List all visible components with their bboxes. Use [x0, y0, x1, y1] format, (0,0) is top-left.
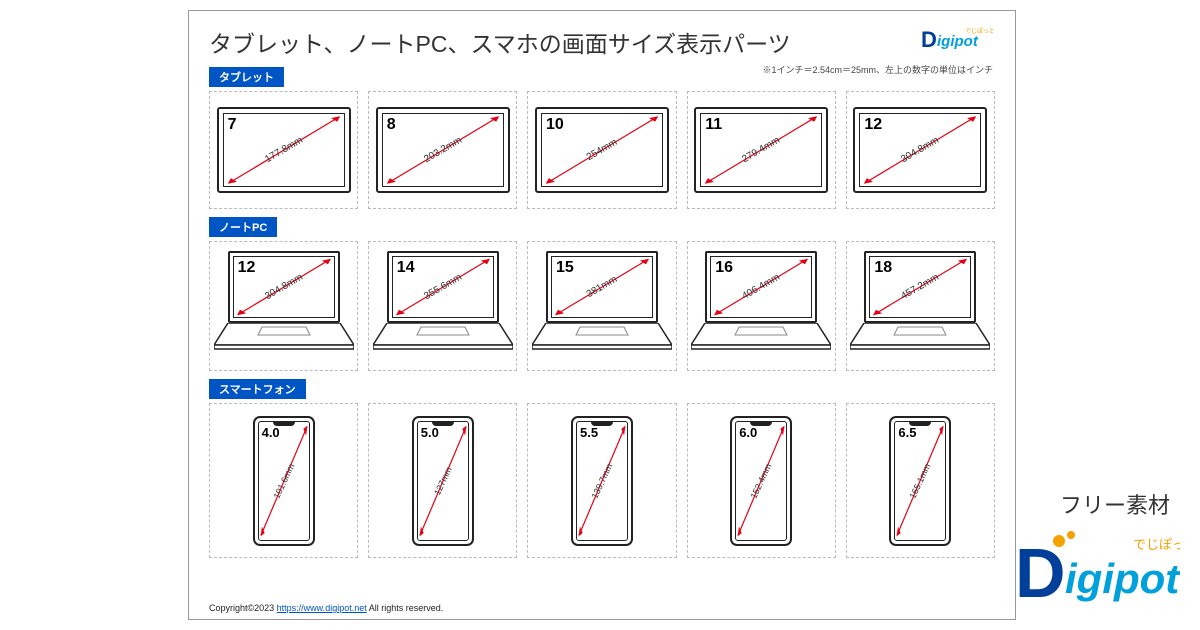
tablet-cell: 10254mm [527, 91, 676, 209]
laptop-cell: 14355.6mm [368, 241, 517, 371]
phone-screen: 6.5165.1mm [894, 421, 946, 541]
svg-text:でじぽっと: でじぽっと [965, 27, 993, 35]
section-label-laptops: ノートPC [209, 217, 277, 237]
inch-label: 12 [864, 116, 882, 134]
laptop-device: 15381mm [532, 251, 672, 361]
inch-label: 12 [238, 259, 256, 277]
phone-device: 6.0152.4mm [730, 416, 792, 546]
laptop-lid: 15381mm [546, 251, 658, 323]
inch-label: 18 [874, 259, 892, 277]
tablet-screen: 10254mm [541, 113, 663, 187]
laptop-base [214, 323, 354, 353]
laptop-base [850, 323, 990, 353]
copyright: Copyright©2023 https://www.digipot.net A… [209, 603, 443, 613]
tablet-screen: 11279.4mm [700, 113, 822, 187]
laptop-screen: 16406.4mm [710, 256, 812, 318]
inch-label: 6.0 [739, 425, 757, 440]
row-laptops: 12304.8mm 14355.6mm 15381mm 16406.4mm 18457.… [209, 241, 995, 371]
phone-device: 5.0127mm [412, 416, 474, 546]
row-tablets: 7177.8mm 8203.2mm 10254mm 11279.4mm 12304.8m… [209, 91, 995, 209]
laptop-screen: 14355.6mm [392, 256, 494, 318]
phone-device: 6.5165.1mm [889, 416, 951, 546]
copyright-prefix: Copyright©2023 [209, 603, 277, 613]
phone-screen: 4.0101.6mm [258, 421, 310, 541]
tablet-cell: 7177.8mm [209, 91, 358, 209]
laptop-base [532, 323, 672, 353]
tablet-device: 11279.4mm [694, 107, 828, 193]
row-phones: 4.0101.6mm5.0127mm5.5139.7mm6.0152.4mm6.… [209, 403, 995, 558]
inch-label: 5.5 [580, 425, 598, 440]
laptop-cell: 18457.2mm [846, 241, 995, 371]
laptop-lid: 16406.4mm [705, 251, 817, 323]
inch-label: 10 [546, 116, 564, 134]
sections: タブレット 7177.8mm 8203.2mm 10254mm 11279.4mm 123… [209, 61, 995, 558]
brand-logo-large: D igipot でじぽっと [1015, 525, 1180, 620]
tablet-device: 12304.8mm [853, 107, 987, 193]
inch-label: 8 [387, 116, 396, 134]
phone-cell: 5.0127mm [368, 403, 517, 558]
inch-label: 4.0 [262, 425, 280, 440]
section-label-phones: スマートフォン [209, 379, 306, 399]
phone-device: 5.5139.7mm [571, 416, 633, 546]
laptop-device: 12304.8mm [214, 251, 354, 361]
inch-label: 15 [556, 259, 574, 277]
inch-label: 6.5 [898, 425, 916, 440]
tablet-device: 7177.8mm [217, 107, 351, 193]
inch-label: 16 [715, 259, 733, 277]
section-label-tablets: タブレット [209, 67, 284, 87]
tablet-cell: 11279.4mm [687, 91, 836, 209]
phone-cell: 6.0152.4mm [687, 403, 836, 558]
laptop-lid: 12304.8mm [228, 251, 340, 323]
unit-note: ※1インチ＝2.54cm＝25mm、左上の数字の単位はインチ [762, 63, 993, 76]
laptop-base [691, 323, 831, 353]
laptop-base [373, 323, 513, 353]
page-title: タブレット、ノートPC、スマホの画面サイズ表示パーツ [209, 25, 995, 59]
inch-label: 7 [228, 116, 237, 134]
logo-tagline: でじぽっと [1133, 537, 1180, 552]
copyright-link[interactable]: https://www.digipot.net [277, 603, 367, 613]
phone-screen: 6.0152.4mm [735, 421, 787, 541]
laptop-lid: 18457.2mm [864, 251, 976, 323]
phone-cell: 4.0101.6mm [209, 403, 358, 558]
phone-screen: 5.0127mm [417, 421, 469, 541]
svg-text:igipot: igipot [937, 33, 979, 50]
laptop-cell: 16406.4mm [687, 241, 836, 371]
side-label: フリー素材 [1060, 488, 1170, 520]
laptop-screen: 15381mm [551, 256, 653, 318]
svg-text:igipot: igipot [1065, 555, 1180, 602]
laptop-device: 16406.4mm [691, 251, 831, 361]
laptop-lid: 14355.6mm [387, 251, 499, 323]
laptop-device: 14355.6mm [373, 251, 513, 361]
tablet-screen: 8203.2mm [382, 113, 504, 187]
phone-cell: 6.5165.1mm [846, 403, 995, 558]
tablet-screen: 7177.8mm [223, 113, 345, 187]
phone-cell: 5.5139.7mm [527, 403, 676, 558]
inch-label: 11 [705, 116, 722, 134]
tablet-device: 10254mm [535, 107, 669, 193]
tablet-screen: 12304.8mm [859, 113, 981, 187]
copyright-suffix: All rights reserved. [367, 603, 444, 613]
laptop-cell: 12304.8mm [209, 241, 358, 371]
inch-label: 5.0 [421, 425, 439, 440]
tablet-cell: 8203.2mm [368, 91, 517, 209]
sheet: タブレット、ノートPC、スマホの画面サイズ表示パーツ ※1インチ＝2.54cm＝… [188, 10, 1016, 620]
tablet-cell: 12304.8mm [846, 91, 995, 209]
laptop-cell: 15381mm [527, 241, 676, 371]
phone-screen: 5.5139.7mm [576, 421, 628, 541]
svg-text:D: D [921, 27, 937, 52]
laptop-device: 18457.2mm [850, 251, 990, 361]
laptop-screen: 12304.8mm [233, 256, 335, 318]
brand-logo-small: D igipot でじぽっと [921, 25, 993, 60]
phone-device: 4.0101.6mm [253, 416, 315, 546]
laptop-screen: 18457.2mm [869, 256, 971, 318]
inch-label: 14 [397, 259, 415, 277]
tablet-device: 8203.2mm [376, 107, 510, 193]
